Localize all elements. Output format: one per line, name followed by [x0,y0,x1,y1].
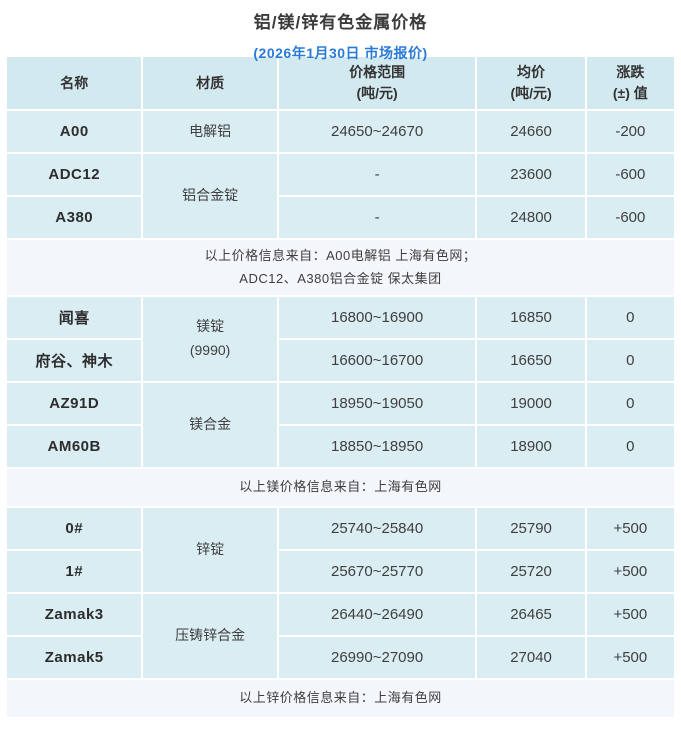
cell-name-wenxi: 闻喜 [7,297,142,338]
cell-average-zinc-1: 25720 [477,551,585,592]
aluminum-source-note-line1: 以上价格信息来自：A00电解铝 上海有色网； [204,248,477,264]
cell-range-zamak5: 26990~27090 [278,637,476,678]
cell-name-zinc-1: 1# [7,551,142,592]
cell-average-wenxi: 16850 [477,297,585,338]
cell-name-adc12: ADC12 [7,154,142,195]
cell-change-am60b: 0 [586,426,674,467]
cell-range-a00: 24650~24670 [278,111,476,152]
cell-material-electrolytic-aluminum: 电解铝 [143,111,277,152]
table-row-magnesium-source-note: 以上镁价格信息来自：上海有色网 [7,469,674,506]
cell-range-az91d: 18950~19050 [278,383,476,424]
table-row-zinc-0: 0# 锌锭 25740~25840 25790 +500 [7,508,674,592]
cell-name-zinc-0: 0# [7,508,142,549]
cell-range-adc12: - [278,154,476,195]
table-row-zinc-1: 1# 25670~25770 25720 +500 [7,551,674,592]
cell-average-zamak3: 26465 [477,594,585,635]
cell-material-diecast-zinc-alloy: 压铸锌合金 [143,594,277,678]
cell-average-a00: 24660 [477,111,585,152]
table-row-a00: A00 电解铝 24650~24670 24660 -200 [7,111,674,152]
col-header-name: 名称 [7,57,142,109]
col-header-price-range: 价格范围 (吨/元) [278,57,476,109]
cell-average-zinc-0: 25790 [477,508,585,549]
cell-range-fugu-shenmu: 16600~16700 [278,340,476,381]
cell-range-am60b: 18850~18950 [278,426,476,467]
magnesium-source-note: 以上镁价格信息来自：上海有色网 [7,469,674,506]
table-row-zamak5: Zamak5 26990~27090 27040 +500 [7,637,674,678]
cell-average-am60b: 18900 [477,426,585,467]
cell-change-zamak3: +500 [586,594,674,635]
col-header-change-line2: (±) 值 [612,85,648,101]
cell-range-wenxi: 16800~16900 [278,297,476,338]
table-row-aluminum-source-note: 以上价格信息来自：A00电解铝 上海有色网； ADC12、A380铝合金锭 保太… [7,240,674,295]
col-header-change-line1: 涨跌 [616,64,645,80]
table-row-am60b: AM60B 18850~18950 18900 0 [7,426,674,467]
zinc-source-note: 以上锌价格信息来自：上海有色网 [7,680,674,717]
metal-price-table: 名称 材质 价格范围 (吨/元) 均价 (吨/元) 涨跌 (±) 值 A00 电… [5,55,676,719]
cell-name-zamak3: Zamak3 [7,594,142,635]
aluminum-source-note-line2: ADC12、A380铝合金锭 保太集团 [239,270,442,286]
col-header-change: 涨跌 (±) 值 [586,57,674,109]
aluminum-source-note: 以上价格信息来自：A00电解铝 上海有色网； ADC12、A380铝合金锭 保太… [7,240,674,295]
cell-material-magnesium-ingot-line1: 镁锭 [196,318,225,335]
cell-material-magnesium-alloy: 镁合金 [143,383,277,467]
cell-name-zamak5: Zamak5 [7,637,142,678]
cell-change-a00: -200 [586,111,674,152]
col-header-average: 均价 (吨/元) [477,57,585,109]
cell-change-zinc-0: +500 [586,508,674,549]
table-row-zamak3: Zamak3 压铸锌合金 26440~26490 26465 +500 [7,594,674,678]
cell-change-zinc-1: +500 [586,551,674,592]
table-row-adc12: ADC12 铝合金锭 - 23600 -600 [7,154,674,238]
cell-average-adc12: 23600 [477,154,585,195]
cell-material-zinc-ingot: 锌锭 [143,508,277,592]
cell-change-fugu-shenmu: 0 [586,340,674,381]
cell-name-a00: A00 [7,111,142,152]
col-header-average-unit: (吨/元) [510,85,552,101]
cell-material-aluminum-alloy-ingot: 铝合金锭 [143,154,277,238]
cell-change-zamak5: +500 [586,637,674,678]
table-row-wenxi: 闻喜 镁锭 (9990) 16800~16900 16850 0 [7,297,674,381]
cell-material-magnesium-ingot: 镁锭 (9990) [143,297,277,381]
cell-range-zinc-1: 25670~25770 [278,551,476,592]
cell-average-az91d: 19000 [477,383,585,424]
cell-name-a380: A380 [7,197,142,238]
cell-name-am60b: AM60B [7,426,142,467]
cell-change-az91d: 0 [586,383,674,424]
cell-name-fugu-shenmu: 府谷、神木 [7,340,142,381]
cell-change-a380: -600 [586,197,674,238]
cell-average-a380: 24800 [477,197,585,238]
col-header-price-range-line1: 价格范围 [349,64,406,80]
table-header-row: 名称 材质 价格范围 (吨/元) 均价 (吨/元) 涨跌 (±) 值 [7,57,674,109]
title-bar: 铝/镁/锌有色金属价格 (2026年1月30日 市场报价) [0,0,681,61]
cell-average-zamak5: 27040 [477,637,585,678]
cell-change-adc12: -600 [586,154,674,195]
table-row-az91d: AZ91D 镁合金 18950~19050 19000 0 [7,383,674,467]
col-header-price-range-unit: (吨/元) [356,85,398,101]
cell-range-zamak3: 26440~26490 [278,594,476,635]
cell-change-wenxi: 0 [586,297,674,338]
cell-material-magnesium-ingot-grade: (9990) [189,342,231,358]
cell-average-fugu-shenmu: 16650 [477,340,585,381]
cell-name-az91d: AZ91D [7,383,142,424]
table-row-a380: A380 - 24800 -600 [7,197,674,238]
table-row-zinc-source-note: 以上锌价格信息来自：上海有色网 [7,680,674,717]
cell-range-a380: - [278,197,476,238]
report-date-subtitle: (2026年1月30日 市场报价) [253,45,428,61]
page-title: 铝/镁/锌有色金属价格 [253,13,428,32]
cell-range-zinc-0: 25740~25840 [278,508,476,549]
table-row-fugu-shenmu: 府谷、神木 16600~16700 16650 0 [7,340,674,381]
col-header-average-line1: 均价 [517,64,546,80]
col-header-material: 材质 [143,57,277,109]
